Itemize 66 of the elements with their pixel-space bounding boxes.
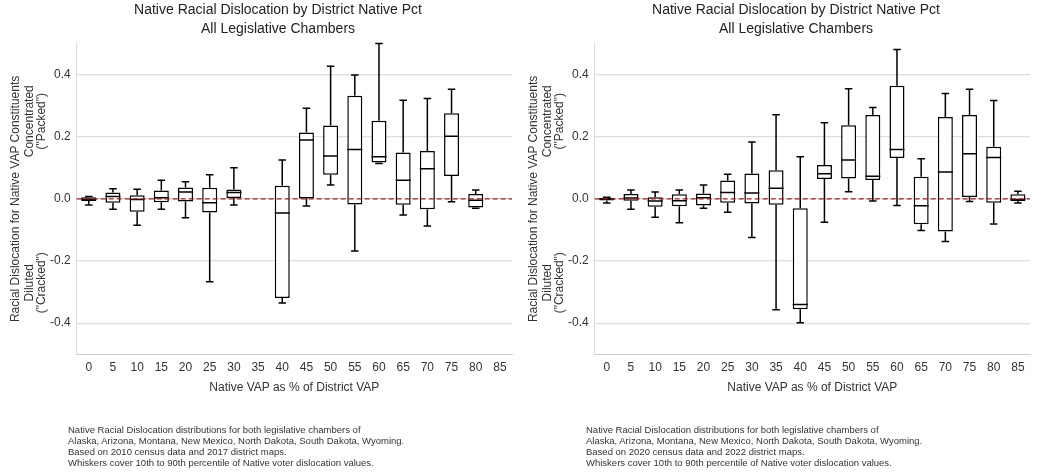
x-tick-label: 0 — [603, 359, 611, 374]
y-tick-label: -0.4 — [49, 315, 71, 330]
text: Alaska, Arizona, Montana, New Mexico, North Dakota, South Dakota, Wyoming. — [586, 435, 923, 446]
y-axis-title: Racial Dislocation for Native VAP Constituents — [526, 75, 541, 323]
x-tick-label: 85 — [1011, 359, 1025, 374]
x-tick-label: 30 — [745, 359, 759, 374]
x-tick-label: 60 — [372, 359, 386, 374]
x-tick-label: 80 — [987, 359, 1001, 374]
x-tick-label: 50 — [323, 359, 338, 374]
x-tick-label: 40 — [275, 359, 290, 374]
x-tick-label: 35 — [769, 359, 784, 374]
y-tick-label: 0.0 — [53, 191, 71, 206]
x-tick-label: 30 — [227, 359, 241, 374]
y-tick-label: 0.4 — [53, 66, 71, 81]
x-tick-label: 70 — [420, 359, 435, 374]
y-tick-label: 0.0 — [571, 191, 589, 206]
text: Concentrated ("Packed") — [22, 85, 49, 158]
text: Native Racial Dislocation distributions for both legislative chambers of — [68, 424, 362, 435]
x-tick-label: 60 — [890, 359, 904, 374]
text: Based on 2020 census data and 2022 district maps. — [586, 446, 806, 457]
x-tick-label: 5 — [109, 359, 117, 374]
text: Concentrated ("Packed") — [540, 85, 567, 158]
x-tick-label: 20 — [178, 359, 193, 374]
x-axis-title: Native VAP as % of District VAP — [727, 380, 898, 395]
chart-title: Native Racial Dislocation by District Native Pct — [652, 1, 941, 18]
y-axis-title: Racial Dislocation for Native VAP Constituents — [8, 75, 23, 323]
x-tick-label: 25 — [721, 359, 735, 374]
x-tick-label: 45 — [817, 359, 832, 374]
x-tick-label: 45 — [299, 359, 314, 374]
x-tick-label: 25 — [203, 359, 217, 374]
text: Whiskers cover 10th to 90th percentile of Native voter dislocation values. — [586, 457, 893, 468]
y-tick-label: 0.2 — [571, 129, 589, 144]
x-tick-label: 70 — [938, 359, 953, 374]
x-tick-label: 75 — [444, 359, 459, 374]
y-tick-label: -0.2 — [49, 253, 71, 268]
x-tick-label: 20 — [696, 359, 711, 374]
x-tick-label: 15 — [672, 359, 687, 374]
x-tick-label: 75 — [962, 359, 977, 374]
x-tick-label: 15 — [154, 359, 169, 374]
text: Alaska, Arizona, Montana, New Mexico, North Dakota, South Dakota, Wyoming. — [68, 435, 405, 446]
chart-subtitle: All Legislative Chambers — [718, 20, 874, 37]
x-tick-label: 65 — [396, 359, 411, 374]
x-tick-label: 40 — [793, 359, 808, 374]
x-tick-label: 50 — [841, 359, 856, 374]
text: Diluted ("Cracked") — [540, 252, 567, 314]
chart-subtitle: All Legislative Chambers — [200, 20, 356, 37]
chart-title: Native Racial Dislocation by District Native Pct — [134, 1, 423, 18]
text: Whiskers cover 10th to 90th percentile of Native voter dislocation values. — [68, 457, 375, 468]
x-tick-label: 0 — [85, 359, 93, 374]
text: Native Racial Dislocation distributions for both legislative chambers of — [586, 424, 880, 435]
x-tick-label: 5 — [627, 359, 635, 374]
x-axis-title: Native VAP as % of District VAP — [209, 380, 380, 395]
y-tick-label: -0.2 — [567, 253, 589, 268]
x-tick-label: 10 — [130, 359, 145, 374]
x-tick-label: 85 — [493, 359, 507, 374]
x-tick-label: 55 — [866, 359, 880, 374]
text: Based on 2010 census data and 2017 district maps. — [68, 446, 288, 457]
y-tick-label: -0.4 — [567, 315, 589, 330]
x-tick-label: 10 — [648, 359, 663, 374]
text: Diluted ("Cracked") — [22, 252, 49, 314]
x-tick-label: 35 — [251, 359, 266, 374]
y-tick-label: 0.2 — [53, 129, 71, 144]
y-tick-label: 0.4 — [571, 66, 589, 81]
x-tick-label: 80 — [469, 359, 483, 374]
x-tick-label: 65 — [914, 359, 929, 374]
x-tick-label: 55 — [348, 359, 362, 374]
